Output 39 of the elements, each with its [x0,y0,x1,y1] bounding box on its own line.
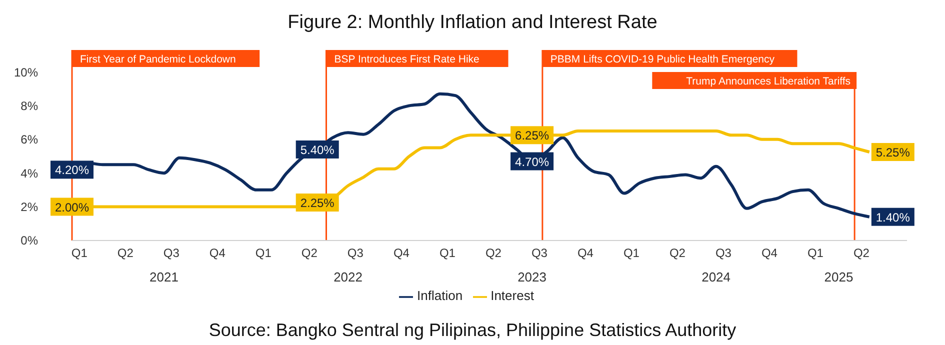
y-tick-label: 0% [20,234,38,248]
ref-line-label: Trump Announces Liberation Tariffs [686,76,851,88]
data-label: 5.25% [876,146,910,160]
x-tick-label: Q1 [623,246,640,260]
chart-title: Figure 2: Monthly Inflation and Interest Rate [286,11,658,35]
x-tick-label: Q3 [163,246,180,260]
x-tick-label: Q2 [669,246,686,260]
x-tick-label: Q2 [117,246,134,260]
x-tick-label: Q1 [255,246,272,260]
x-tick-label: Q3 [531,246,548,260]
legend-label: First Year of Pandemic Lockdown [80,54,236,66]
x2-tick-label: 2023 [518,270,546,285]
x-tick-label: Q4 [577,246,594,260]
legend-label: Inflation [417,288,463,304]
x-tick-label: Q2 [853,246,870,260]
x2-tick-label: 2021 [150,270,178,285]
source-note: Source: Bangko Sentral ng Pilipinas, Philippine Statistics Authority [208,320,738,341]
y-tick-label: 4% [20,166,38,180]
x2-tick-label: 2022 [334,270,362,285]
x-tick-label: Q1 [439,246,456,260]
x-tick-label: Q4 [209,246,226,260]
x-tick-label: Q2 [485,246,502,260]
x-tick-label: Q1 [807,246,824,260]
y-tick-label: 10% [14,65,38,80]
x-tick-label: Q2 [301,246,318,260]
legend-label: BSP Introduces First Rate Hike [334,54,480,66]
y-tick-label: 6% [20,132,38,147]
x-tick-label: Q4 [761,246,778,260]
x-tick-label: Q3 [347,246,364,260]
x2-tick-label: 2025 [824,270,854,285]
x-tick-label: Q4 [393,246,410,260]
y-tick-label: 8% [20,98,38,113]
y-tick-label: 2% [20,200,38,214]
legend-label: PBBM Lifts COVID-19 Public Health Emergency [550,54,776,66]
data-label: 1.40% [876,210,910,224]
x2-tick-label: 2024 [702,270,731,285]
legend-label: Interest [490,288,534,304]
x-tick-label: Q1 [71,246,88,260]
x-tick-label: Q3 [715,246,732,260]
